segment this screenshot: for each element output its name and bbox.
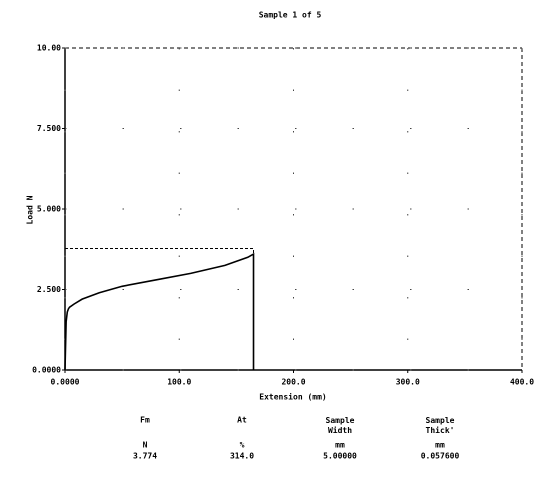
result-value: 314.0 xyxy=(230,452,254,461)
result-value: 0.057600 xyxy=(421,452,460,461)
x-axis-label: Extension (mm) xyxy=(259,392,326,402)
result-value: 5.00000 xyxy=(323,452,357,461)
chart-title: Sample 1 of 5 xyxy=(259,11,322,20)
result-header: At xyxy=(237,416,247,425)
result-unit: mm xyxy=(435,441,445,450)
result-header: Sample Thick' xyxy=(426,416,455,435)
data-line xyxy=(64,252,255,371)
y-axis-label: Load N xyxy=(26,195,35,224)
result-value: 3.774 xyxy=(133,452,157,461)
x-tick-label: 400.0 xyxy=(510,378,534,387)
result-unit: % xyxy=(240,441,245,450)
y-tick-label: 10.00 xyxy=(37,44,61,53)
result-header: Sample Width xyxy=(326,416,355,435)
y-tick-label: 5.000 xyxy=(37,205,61,214)
x-tick-label: 300.0 xyxy=(396,378,420,387)
x-tick-label: 0.0000 xyxy=(51,378,80,387)
result-header: Fm xyxy=(140,416,150,425)
max-force-line xyxy=(65,247,255,370)
result-unit: mm xyxy=(335,441,345,450)
x-tick-label: 100.0 xyxy=(167,378,191,387)
y-tick-label: 0.0000 xyxy=(32,366,61,375)
x-tick-label: 200.0 xyxy=(281,378,305,387)
result-unit: N xyxy=(143,441,148,450)
y-tick-label: 2.500 xyxy=(37,285,61,294)
y-tick-label: 7.500 xyxy=(37,124,61,133)
